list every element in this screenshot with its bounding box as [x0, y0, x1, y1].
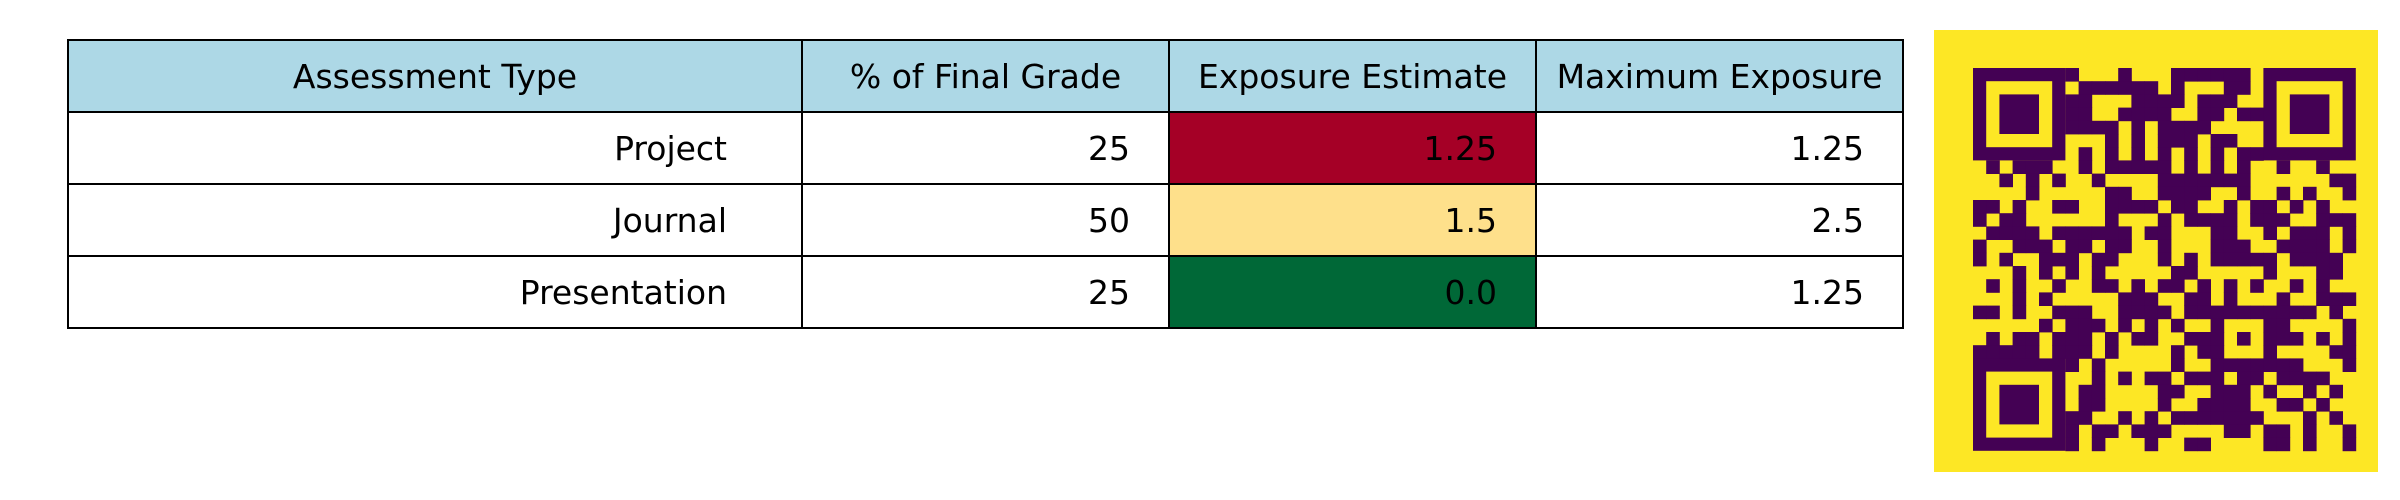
assessment-table: Assessment Type % of Final Grade Exposur… [67, 39, 1904, 329]
cell-exposure-estimate: 1.25 [1168, 111, 1537, 185]
cell-percent-final-grade: 50 [801, 183, 1170, 257]
cell-assessment-type: Journal [67, 183, 803, 257]
qr-modules [1973, 68, 2357, 452]
cell-maximum-exposure: 1.25 [1535, 111, 1904, 185]
qr-code-graphic [1934, 30, 2378, 472]
qr-code-icon [1934, 30, 2378, 472]
cell-percent-final-grade: 25 [801, 255, 1170, 329]
table-row: Project 25 1.25 1.25 [67, 111, 1904, 185]
cell-percent-final-grade: 25 [801, 111, 1170, 185]
cell-maximum-exposure: 1.25 [1535, 255, 1904, 329]
cell-maximum-exposure: 2.5 [1535, 183, 1904, 257]
header-assessment-type: Assessment Type [67, 39, 803, 113]
cell-assessment-type: Presentation [67, 255, 803, 329]
header-exposure-estimate: Exposure Estimate [1168, 39, 1537, 113]
cell-exposure-estimate: 1.5 [1168, 183, 1537, 257]
table-row: Presentation 25 0.0 1.25 [67, 255, 1904, 329]
cell-assessment-type: Project [67, 111, 803, 185]
header-maximum-exposure: Maximum Exposure [1535, 39, 1904, 113]
cell-exposure-estimate: 0.0 [1168, 255, 1537, 329]
table-row: Journal 50 1.5 2.5 [67, 183, 1904, 257]
header-percent-final-grade: % of Final Grade [801, 39, 1170, 113]
table-header-row: Assessment Type % of Final Grade Exposur… [67, 39, 1904, 113]
